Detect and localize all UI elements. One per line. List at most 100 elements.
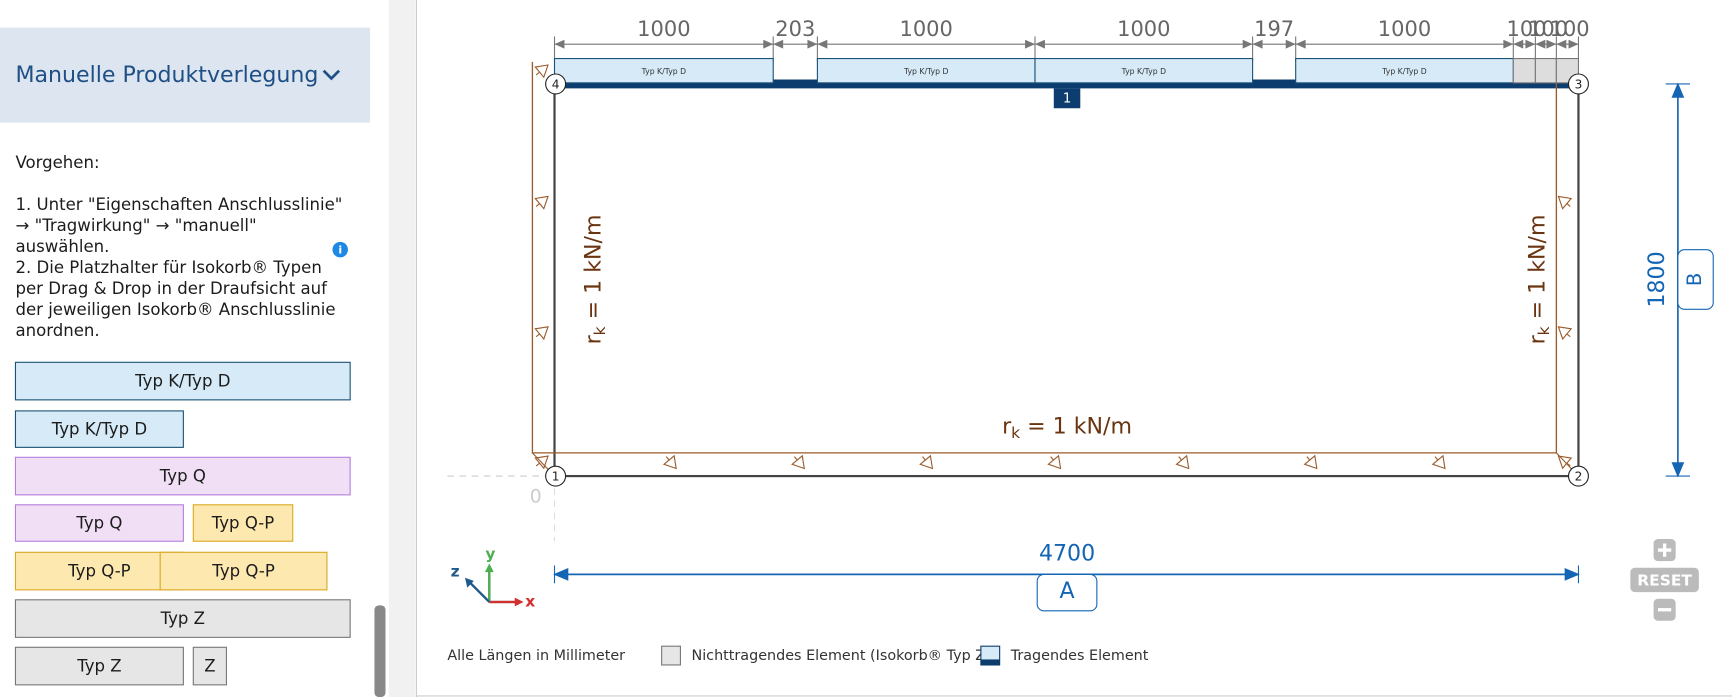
instruction-line: der jeweiligen Isokorb® Anschlusslinie	[15, 300, 335, 319]
svg-text:i: i	[338, 244, 342, 257]
procedure-heading: Vorgehen:	[15, 153, 99, 172]
load-symbol: r	[1525, 334, 1551, 344]
support-symbol	[1431, 454, 1446, 470]
palette-label: Z	[204, 657, 215, 676]
units-note: Alle Längen in Millimeter	[447, 648, 625, 664]
load-label: rk = 1 kN/m	[580, 215, 608, 345]
section-title[interactable]: Manuelle Produktverlegung	[15, 62, 318, 88]
dimension-arrow	[773, 39, 818, 49]
non-load-element[interactable]	[1534, 57, 1557, 84]
support-symbol	[1557, 195, 1573, 210]
section-header[interactable]	[0, 27, 371, 123]
width-label: A	[1059, 578, 1074, 604]
width-dimension: 4700	[1039, 541, 1095, 567]
load-label: rk = 1 kN/m	[1525, 215, 1553, 345]
top-dimension: 197	[1254, 17, 1294, 41]
support-symbol	[1175, 454, 1190, 470]
node[interactable]	[1567, 465, 1589, 487]
support-symbol	[1557, 326, 1573, 341]
palette-label: Typ Z	[160, 609, 205, 628]
edge-label: 1	[1063, 91, 1071, 106]
instruction-line: per Drag & Drop in der Draufsicht auf	[15, 279, 328, 298]
isokorb-element[interactable]	[1034, 57, 1254, 84]
palette-item[interactable]	[14, 504, 184, 542]
info-icon[interactable]	[332, 241, 348, 258]
axis-label: z	[451, 563, 460, 581]
reset-label: RESET	[1637, 572, 1692, 590]
slab	[553, 82, 1580, 478]
load-symbol: r	[1002, 413, 1012, 439]
palette-item[interactable]	[14, 551, 184, 591]
load-subscript: k	[590, 326, 608, 335]
palette-label: Typ Q-P	[211, 514, 275, 533]
scrollbar[interactable]	[374, 605, 386, 697]
height-label: B	[1683, 273, 1706, 287]
palette-label: Typ Q-P	[211, 562, 275, 581]
origin-label: 0	[530, 487, 542, 508]
reset-button[interactable]	[1630, 567, 1699, 593]
support-symbol	[919, 454, 934, 470]
height-dimension: 1800	[1644, 251, 1670, 307]
element-label: Typ K/Typ D	[903, 67, 949, 76]
support-symbol	[791, 454, 805, 470]
instruction-line: 1. Unter "Eigenschaften Anschlusslinie"	[15, 195, 342, 214]
support-symbol	[662, 454, 677, 470]
top-dimension: 100	[1550, 17, 1590, 41]
palette-label: Typ K/Typ D	[134, 372, 230, 391]
top-dimension: 203	[775, 17, 815, 41]
palette-label: Typ Q-P	[67, 562, 131, 581]
node-label: 2	[1575, 470, 1583, 484]
node[interactable]	[545, 465, 567, 487]
element-label: Typ K/Typ D	[1121, 67, 1167, 76]
node-label: 3	[1575, 78, 1583, 92]
load-label: rk = 1 kN/m	[1002, 413, 1132, 441]
load-value: = 1 kN/m	[1525, 215, 1551, 327]
node[interactable]	[545, 73, 567, 95]
palette-label: Typ K/Typ D	[51, 420, 147, 439]
palette-item[interactable]	[14, 456, 351, 496]
dimension-arrow	[1556, 39, 1579, 49]
palette-item[interactable]	[14, 410, 184, 448]
support-symbol	[534, 195, 549, 210]
palette-item[interactable]	[159, 551, 328, 591]
support-symbol	[534, 455, 549, 470]
instruction-line: → "Tragwirkung" → "manuell"	[15, 216, 256, 235]
height-handle[interactable]	[1677, 249, 1714, 310]
isokorb-element[interactable]	[1295, 57, 1514, 84]
isokorb-element[interactable]	[553, 57, 774, 84]
node-label: 4	[552, 78, 560, 92]
axis-label: x	[525, 593, 535, 611]
support-symbol	[534, 326, 549, 341]
palette-item[interactable]	[192, 646, 227, 686]
node[interactable]	[1567, 73, 1589, 95]
load-subscript: k	[1535, 326, 1553, 335]
support-symbol	[1557, 455, 1573, 470]
element-label: Typ K/Typ D	[1381, 67, 1427, 76]
element-label: Typ K/Typ D	[641, 67, 687, 76]
non-load-element[interactable]	[1512, 57, 1536, 84]
support-symbol	[534, 64, 549, 79]
palette-item[interactable]	[14, 361, 351, 401]
instruction-line: auswählen.	[15, 237, 109, 256]
load-subscript: k	[1011, 424, 1020, 442]
palette-label: Typ Q	[159, 467, 206, 486]
support-symbol	[1303, 454, 1318, 470]
dimension-arrow	[1513, 39, 1536, 49]
isokorb-element[interactable]	[816, 57, 1036, 84]
top-dimension: 100	[1528, 17, 1568, 41]
top-dimension: 1000	[900, 17, 953, 41]
width-handle[interactable]	[1036, 573, 1098, 612]
top-dimension: 1000	[1378, 17, 1431, 41]
load-value: = 1 kN/m	[580, 215, 606, 327]
edge-badge[interactable]	[1053, 88, 1081, 109]
top-dimension: 1000	[1117, 17, 1170, 41]
instruction-line: anordnen.	[15, 321, 99, 340]
chevron[interactable]	[322, 69, 341, 81]
instruction-line: 2. Die Platzhalter für Isokorb® Typen	[15, 258, 321, 277]
palette-item[interactable]	[14, 646, 184, 686]
palette-item[interactable]	[192, 504, 294, 542]
palette-item[interactable]	[14, 599, 351, 638]
load-symbol: r	[580, 334, 606, 344]
top-dimension: 100	[1507, 17, 1547, 41]
